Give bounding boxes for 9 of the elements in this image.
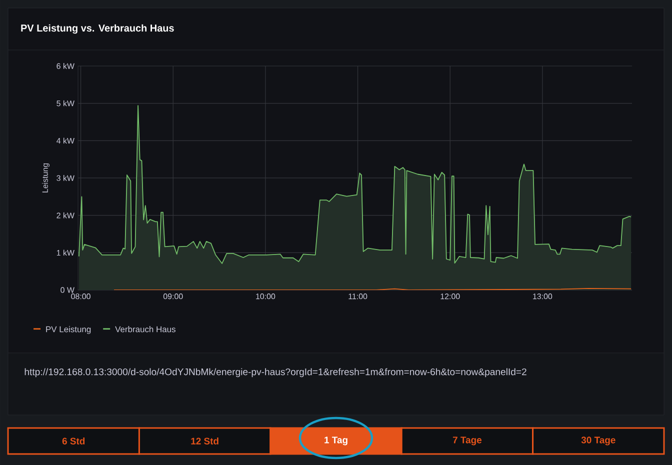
chart-title: PV Leistung vs. Verbrauch Haus — [21, 24, 174, 34]
text: 12 Std — [191, 438, 218, 444]
text: 1 Tag — [324, 436, 348, 446]
text: http://192.168.0.13:3000/d-solo/4OdYJNbMk/energie-pv-haus?orgId=1&refresh=1m&from=now-6h&to=now&panelId=2 — [24, 368, 526, 378]
legend-label: Verbrauch Haus — [115, 326, 176, 332]
text: 7 Tage — [452, 436, 482, 446]
text: 30 Tage — [581, 436, 616, 446]
text: 6 Std — [62, 438, 85, 444]
legend-label: PV Leistung — [46, 326, 91, 334]
